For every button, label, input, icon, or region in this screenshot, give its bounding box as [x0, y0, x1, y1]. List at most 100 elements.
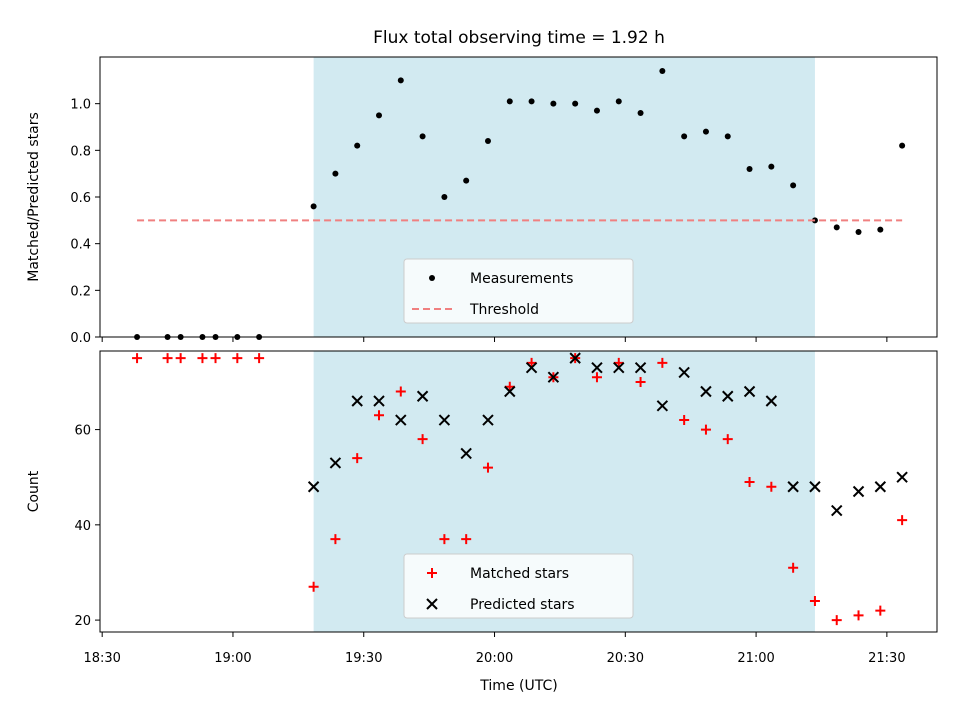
matched-star-point — [330, 534, 341, 545]
matched-star-point — [210, 353, 221, 364]
measurement-point — [899, 142, 906, 149]
y-tick-label: 0.4 — [70, 238, 91, 253]
measurement-point — [419, 133, 426, 140]
legend-box — [403, 258, 634, 324]
measurement-point — [855, 229, 862, 235]
predicted-star-point — [722, 390, 734, 402]
matched-star-point — [875, 605, 886, 616]
legend-label: Matched stars — [470, 566, 569, 582]
matched-star-point — [766, 481, 777, 492]
x-tick-label: 20:00 — [476, 651, 513, 666]
matched-star-point — [679, 415, 690, 426]
matched-star-point — [788, 562, 799, 573]
predicted-star-point — [765, 395, 778, 407]
x-tick-label: 20:30 — [607, 651, 644, 666]
measurement-point — [484, 138, 491, 144]
predicted-star-point — [743, 385, 756, 398]
plot-frame — [99, 350, 938, 633]
predicted-star-point — [482, 414, 494, 426]
measurement-point — [397, 77, 404, 84]
measurement-point — [550, 100, 557, 107]
predicted-star-point — [852, 485, 865, 498]
matched-star-point — [591, 372, 602, 383]
matched-star-point — [744, 476, 755, 487]
matched-star-point — [175, 353, 186, 364]
matched-star-point — [439, 534, 450, 545]
y-tick-label: 40 — [74, 519, 91, 534]
predicted-star-point — [438, 414, 451, 426]
y-tick-label: 0.2 — [70, 284, 91, 299]
predicted-star-point — [831, 504, 843, 517]
measurement-point — [310, 203, 317, 210]
measurement-point — [506, 98, 513, 105]
predicted-star-point — [809, 481, 821, 493]
measurement-point — [332, 170, 339, 177]
predicted-star-point — [591, 361, 603, 374]
matched-star-point — [635, 376, 646, 387]
y-tick-label: 0.6 — [70, 191, 91, 206]
chart-title: Flux total observing time = 1.92 h — [373, 28, 665, 48]
legend: Matched stars Predicted stars — [403, 553, 634, 619]
matched-star-point — [132, 353, 143, 364]
measurement-point — [615, 98, 622, 105]
x-tick-label: 19:00 — [214, 651, 251, 666]
legend-label: Predicted stars — [470, 597, 575, 613]
y-tick-label: 60 — [74, 424, 91, 439]
measurement-point — [681, 133, 688, 140]
matched-star-point — [197, 353, 208, 364]
measurement-point — [572, 100, 579, 107]
y-tick-label: 0.0 — [70, 331, 91, 346]
x-tick-label: 18:30 — [83, 651, 120, 666]
matched-star-point — [417, 434, 428, 445]
legend: Measurements Threshold — [403, 258, 634, 324]
legend-swatch-matched — [427, 568, 437, 578]
bottom-panel: 20 40 60 18:30 19:00 19:30 20:00 20:30 21:00 21:3… — [26, 350, 938, 666]
predicted-star-point — [656, 400, 669, 412]
matched-star-point — [831, 615, 842, 626]
matched-star-point — [897, 515, 908, 526]
legend-label: Threshold — [469, 302, 539, 318]
predicted-star-point — [416, 390, 429, 402]
x-axis-label: Time (UTC) — [479, 678, 557, 694]
measurement-point — [877, 226, 884, 233]
x-tick-label: 21:00 — [737, 651, 774, 666]
predicted-star-point — [329, 457, 342, 469]
predicted-star-point — [613, 361, 625, 374]
matched-star-point — [722, 434, 733, 445]
matched-star-point — [700, 424, 711, 435]
measurement-point — [724, 133, 731, 140]
y-tick-label: 1.0 — [70, 98, 91, 113]
legend-swatch-measurements — [429, 275, 435, 281]
matched-star-point — [526, 357, 537, 368]
x-tick-label: 21:30 — [868, 651, 905, 666]
predicted-star-point — [634, 361, 647, 374]
measurement-point — [790, 182, 797, 189]
matched-star-point — [254, 353, 265, 364]
predicted-star-point — [525, 361, 538, 374]
matched-star-point — [853, 610, 864, 621]
matched-star-point — [395, 386, 406, 397]
measurement-point — [593, 107, 600, 114]
matched-star-point — [809, 596, 820, 607]
matched-star-point — [657, 357, 668, 368]
measurement-point — [746, 166, 753, 172]
measurement-point — [702, 128, 709, 135]
predicted-star-point — [373, 395, 385, 407]
y-tick-label: 20 — [74, 614, 91, 629]
predicted-star-point — [460, 447, 472, 460]
measurement-point — [833, 224, 840, 231]
matched-star-point — [613, 357, 624, 368]
y-axis-label: Count — [26, 470, 42, 512]
top-panel: 0.0 0.2 0.4 0.6 0.8 1.0 Matched/Predicted star… — [26, 56, 938, 346]
predicted-star-point — [351, 395, 363, 407]
legend-label: Measurements — [470, 271, 573, 287]
predicted-star-point — [678, 366, 690, 379]
predicted-star-point — [547, 371, 560, 383]
matched-star-point — [374, 410, 384, 421]
matched-star-point — [308, 581, 319, 592]
measurement-point — [441, 194, 448, 200]
y-axis-label: Matched/Predicted stars — [26, 112, 42, 282]
matched-star-point — [482, 462, 493, 473]
matched-star-point — [162, 353, 173, 364]
predicted-star-point — [307, 481, 320, 493]
